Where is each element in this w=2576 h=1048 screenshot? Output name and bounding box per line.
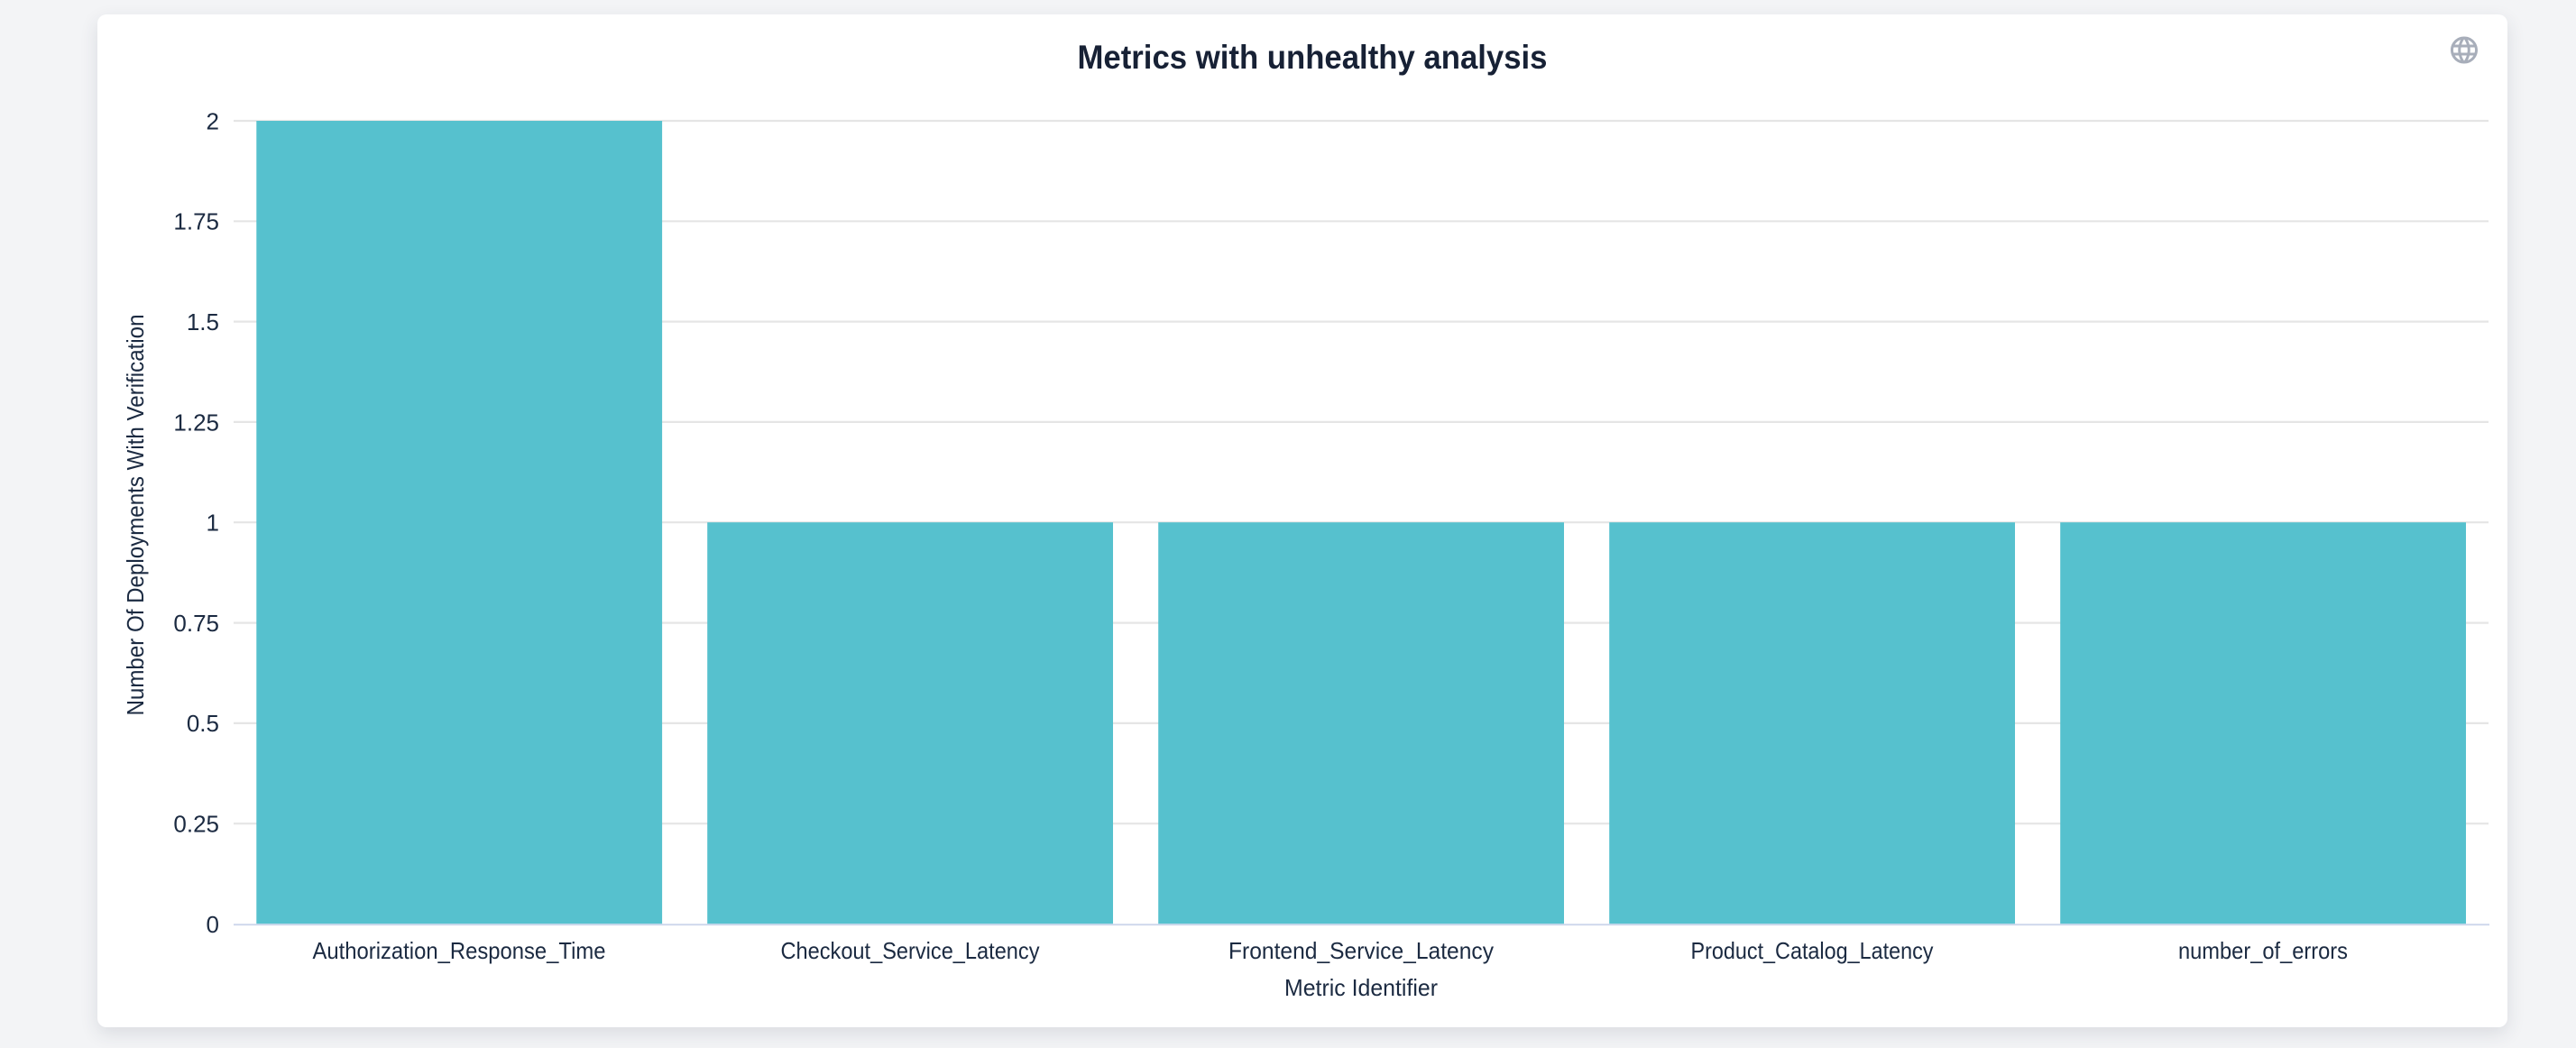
svg-text:Product_Catalog_Latency: Product_Catalog_Latency [1691,937,1934,964]
svg-text:1.5: 1.5 [187,308,219,336]
svg-text:0.25: 0.25 [173,810,219,837]
svg-text:Metric Identifier: Metric Identifier [1284,974,1438,1001]
svg-text:0.75: 0.75 [173,610,219,637]
svg-text:1.25: 1.25 [173,409,219,436]
svg-text:number_of_errors: number_of_errors [2178,937,2348,964]
svg-text:0: 0 [207,911,219,938]
svg-text:Metrics with unhealthy analysi: Metrics with unhealthy analysis [1078,38,1548,76]
svg-text:Frontend_Service_Latency: Frontend_Service_Latency [1228,937,1494,964]
svg-text:1.75: 1.75 [173,208,219,235]
svg-text:Number Of Deployments With Ver: Number Of Deployments With Verification [122,315,149,716]
svg-text:Checkout_Service_Latency: Checkout_Service_Latency [781,937,1040,964]
svg-text:Authorization_Response_Time: Authorization_Response_Time [313,937,606,964]
svg-text:0.5: 0.5 [187,710,219,737]
svg-text:1: 1 [207,510,219,537]
svg-text:2: 2 [207,107,219,134]
